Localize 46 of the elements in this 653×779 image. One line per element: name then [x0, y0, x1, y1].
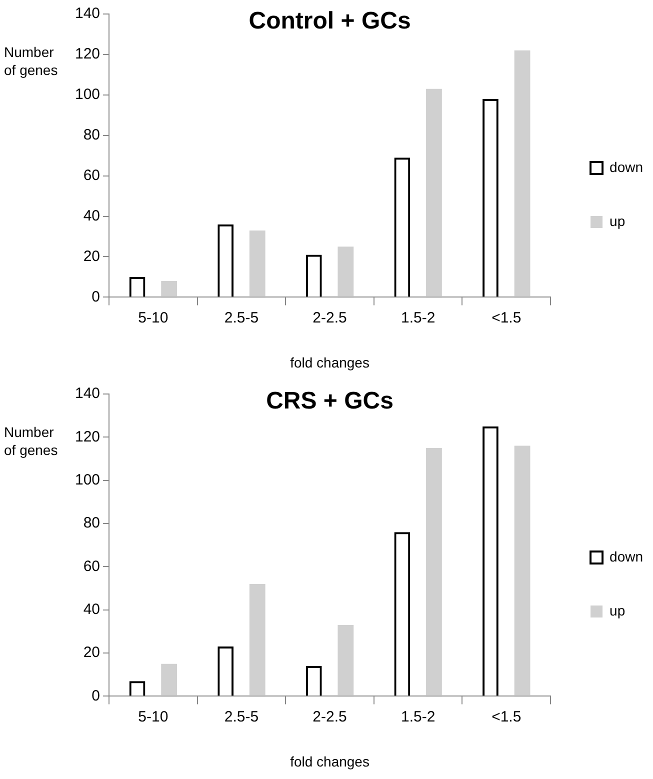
y-tick-label: 120 — [74, 428, 100, 446]
x-tick-label: 1.5-2 — [400, 708, 436, 726]
y-tick-label: 60 — [83, 166, 100, 184]
bar — [514, 446, 530, 696]
chart-title: Control + GCs — [248, 8, 411, 35]
legend-label: down — [610, 548, 643, 564]
bar — [249, 230, 266, 297]
y-tick-label: 40 — [83, 601, 100, 618]
bar — [161, 664, 178, 696]
y-tick-label: 0 — [92, 687, 100, 704]
x-axis-title: fold changes — [290, 753, 370, 770]
x-axis-title: fold changes — [290, 354, 370, 370]
x-tick-label: 2.5-5 — [224, 708, 259, 726]
bar — [249, 584, 266, 696]
bar — [426, 88, 442, 297]
chart-title: CRS + GCs — [266, 388, 394, 415]
y-tick-label: 20 — [83, 248, 100, 265]
y-tick-label: 140 — [74, 385, 100, 402]
y-axis-title: Number of genes — [4, 424, 58, 458]
x-tick-label: <1.5 — [492, 309, 522, 326]
x-tick-label: 5-10 — [138, 309, 168, 326]
y-tick-label: 60 — [83, 558, 100, 575]
x-tick-label: 2-2.5 — [312, 708, 347, 726]
y-tick-label: 100 — [74, 471, 100, 488]
x-tick-label: 1.5-2 — [400, 309, 436, 326]
y-tick-label: 100 — [74, 86, 100, 104]
bar — [161, 281, 178, 297]
bar — [514, 50, 530, 297]
bar — [338, 624, 354, 696]
y-tick-label: 40 — [83, 207, 100, 224]
x-tick-label: 2-2.5 — [312, 309, 347, 326]
x-tick-label: <1.5 — [492, 708, 522, 726]
bar — [338, 246, 354, 297]
y-tick-label: 20 — [83, 644, 100, 662]
x-tick-label: 2.5-5 — [224, 309, 259, 326]
legend-label: up — [610, 602, 626, 618]
y-tick-label: 80 — [83, 126, 100, 144]
y-tick-label: 0 — [92, 288, 100, 306]
bar — [426, 448, 442, 696]
y-tick-label: 120 — [74, 46, 100, 63]
y-tick-label: 140 — [74, 5, 100, 22]
y-tick-label: 80 — [83, 514, 100, 532]
y-axis-title: Number of genes — [4, 44, 58, 78]
x-tick-label: 5-10 — [138, 708, 168, 726]
legend-label: down — [610, 158, 643, 175]
legend-label: up — [610, 212, 626, 229]
